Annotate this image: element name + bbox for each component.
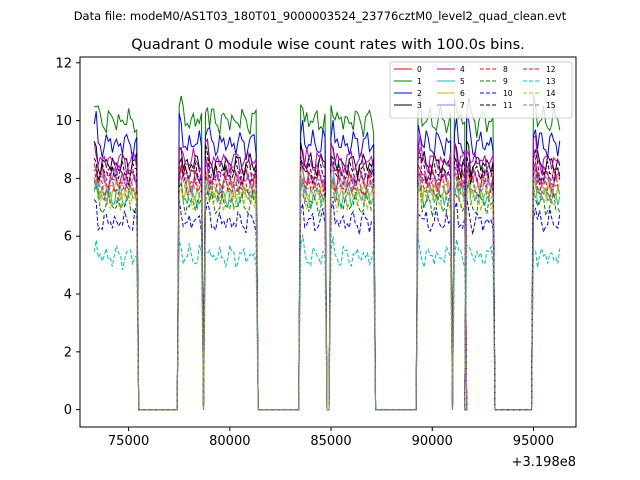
x-tick-label: 95000 <box>513 434 554 449</box>
y-tick-label: 6 <box>64 230 72 245</box>
x-tick-label: 80000 <box>209 434 250 449</box>
y-tick-label: 12 <box>55 56 72 71</box>
y-tick-label: 8 <box>64 172 72 187</box>
legend-label-2: 2 <box>417 89 422 98</box>
x-axis: 75000 80000 85000 90000 95000 <box>108 427 554 449</box>
legend-label-14: 14 <box>546 89 556 98</box>
figure-suptitle: Data file: modeM0/AS1T03_180T01_90000035… <box>74 9 567 23</box>
series-line-15 <box>93 169 561 411</box>
legend-frame <box>389 61 573 119</box>
legend-label-6: 6 <box>460 89 465 98</box>
legend-label-0: 0 <box>417 65 422 74</box>
legend-label-15: 15 <box>546 101 556 110</box>
y-axis: 0 2 4 6 8 10 12 <box>55 56 80 418</box>
x-tick-label: 75000 <box>108 434 149 449</box>
legend-label-3: 3 <box>417 101 422 110</box>
legend-label-11: 11 <box>503 101 513 110</box>
legend-label-9: 9 <box>503 77 508 86</box>
plot-frame <box>79 56 577 428</box>
y-tick-label: 0 <box>64 403 72 418</box>
y-tick-label: 4 <box>64 288 72 303</box>
legend-label-1: 1 <box>417 77 422 86</box>
series-line-11 <box>93 143 561 411</box>
series-layer <box>93 93 561 411</box>
legend-label-13: 13 <box>546 77 556 86</box>
x-tick-label: 85000 <box>310 434 351 449</box>
legend-label-10: 10 <box>503 89 513 98</box>
legend-label-12: 12 <box>546 65 556 74</box>
x-tick-label: 90000 <box>412 434 453 449</box>
x-offset-label: +3.198e8 <box>512 455 576 470</box>
legend-label-8: 8 <box>503 65 508 74</box>
legend-label-5: 5 <box>460 77 465 86</box>
legend-label-7: 7 <box>460 101 465 110</box>
y-tick-label: 10 <box>55 114 72 129</box>
chart-title: Quadrant 0 module wise count rates with … <box>131 37 525 53</box>
series-line-14 <box>93 171 561 411</box>
y-tick-label: 2 <box>64 345 72 360</box>
legend-label-4: 4 <box>460 65 465 74</box>
